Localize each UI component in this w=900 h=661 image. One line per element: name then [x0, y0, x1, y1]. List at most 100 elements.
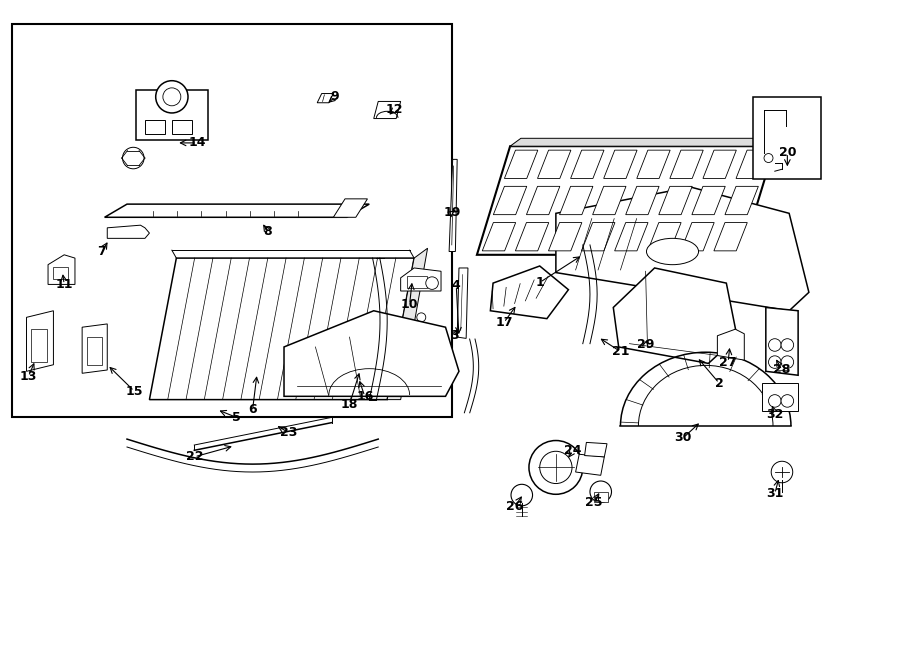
Polygon shape [581, 223, 615, 251]
Circle shape [163, 88, 181, 106]
Text: 27: 27 [719, 356, 737, 369]
Polygon shape [82, 324, 107, 373]
Text: 12: 12 [385, 104, 403, 116]
Polygon shape [717, 329, 744, 360]
Circle shape [769, 338, 781, 351]
Polygon shape [585, 442, 607, 457]
Circle shape [771, 461, 793, 483]
Text: 26: 26 [506, 500, 523, 514]
Polygon shape [703, 150, 736, 178]
Bar [145, 120, 165, 134]
Polygon shape [571, 150, 604, 178]
Polygon shape [670, 150, 703, 178]
Polygon shape [526, 186, 560, 215]
Text: 15: 15 [125, 385, 143, 397]
Bar [31, 329, 47, 362]
Circle shape [122, 147, 144, 169]
Circle shape [417, 352, 426, 362]
Circle shape [511, 485, 533, 506]
Circle shape [781, 338, 794, 351]
Polygon shape [516, 223, 549, 251]
Text: 18: 18 [341, 398, 358, 410]
Polygon shape [387, 249, 428, 400]
Text: 24: 24 [564, 444, 581, 457]
Text: 10: 10 [400, 297, 418, 311]
Text: 28: 28 [773, 364, 791, 377]
Polygon shape [725, 186, 759, 215]
Polygon shape [493, 186, 526, 215]
Ellipse shape [646, 239, 698, 264]
Bar [753, 97, 821, 179]
Polygon shape [284, 311, 459, 397]
Text: 29: 29 [637, 338, 654, 352]
Polygon shape [648, 223, 681, 251]
Polygon shape [317, 94, 333, 102]
Text: 6: 6 [248, 403, 256, 416]
Text: 20: 20 [778, 146, 796, 159]
Polygon shape [107, 225, 149, 239]
Bar [762, 383, 798, 410]
Polygon shape [692, 186, 725, 215]
Text: 16: 16 [356, 390, 374, 403]
Text: 9: 9 [331, 91, 339, 103]
Text: 1: 1 [536, 276, 544, 289]
Polygon shape [680, 223, 715, 251]
Polygon shape [736, 150, 770, 178]
Circle shape [781, 395, 794, 407]
Text: 31: 31 [766, 487, 784, 500]
Polygon shape [491, 266, 569, 319]
Text: 23: 23 [280, 426, 297, 439]
Text: 2: 2 [715, 377, 724, 389]
Circle shape [417, 313, 426, 322]
Polygon shape [637, 150, 670, 178]
Polygon shape [477, 146, 775, 254]
Text: 21: 21 [612, 345, 629, 358]
Bar [136, 91, 208, 139]
Text: 11: 11 [56, 278, 73, 291]
Polygon shape [604, 150, 637, 178]
Polygon shape [766, 307, 798, 375]
Circle shape [417, 332, 426, 342]
Polygon shape [560, 186, 593, 215]
Circle shape [529, 440, 583, 494]
Text: 17: 17 [495, 316, 513, 329]
Polygon shape [457, 268, 468, 338]
Bar [13, 24, 452, 417]
Polygon shape [548, 223, 582, 251]
Text: 30: 30 [675, 431, 692, 444]
Circle shape [426, 277, 438, 290]
Bar [86, 337, 102, 365]
Polygon shape [556, 187, 809, 311]
Text: 25: 25 [585, 496, 602, 510]
Polygon shape [714, 223, 747, 251]
Circle shape [156, 81, 188, 113]
Text: 3: 3 [450, 329, 459, 342]
Circle shape [781, 356, 794, 368]
Polygon shape [592, 186, 626, 215]
Circle shape [764, 153, 773, 163]
Bar [594, 492, 608, 502]
Bar [407, 276, 427, 288]
Polygon shape [333, 199, 367, 217]
Polygon shape [482, 223, 516, 251]
Polygon shape [26, 311, 53, 371]
Polygon shape [615, 223, 648, 251]
Circle shape [590, 481, 611, 502]
Polygon shape [48, 254, 75, 284]
Text: 13: 13 [20, 370, 37, 383]
Polygon shape [626, 186, 659, 215]
Circle shape [769, 356, 781, 368]
Text: 32: 32 [766, 408, 784, 420]
Bar [53, 267, 68, 279]
Polygon shape [504, 150, 538, 178]
Polygon shape [510, 138, 786, 146]
Bar [172, 120, 192, 134]
Polygon shape [537, 150, 571, 178]
Polygon shape [400, 268, 441, 291]
Text: 22: 22 [185, 450, 203, 463]
Polygon shape [576, 454, 604, 475]
Circle shape [769, 395, 781, 407]
Polygon shape [613, 268, 737, 364]
Text: 7: 7 [97, 245, 106, 258]
Circle shape [540, 451, 572, 484]
